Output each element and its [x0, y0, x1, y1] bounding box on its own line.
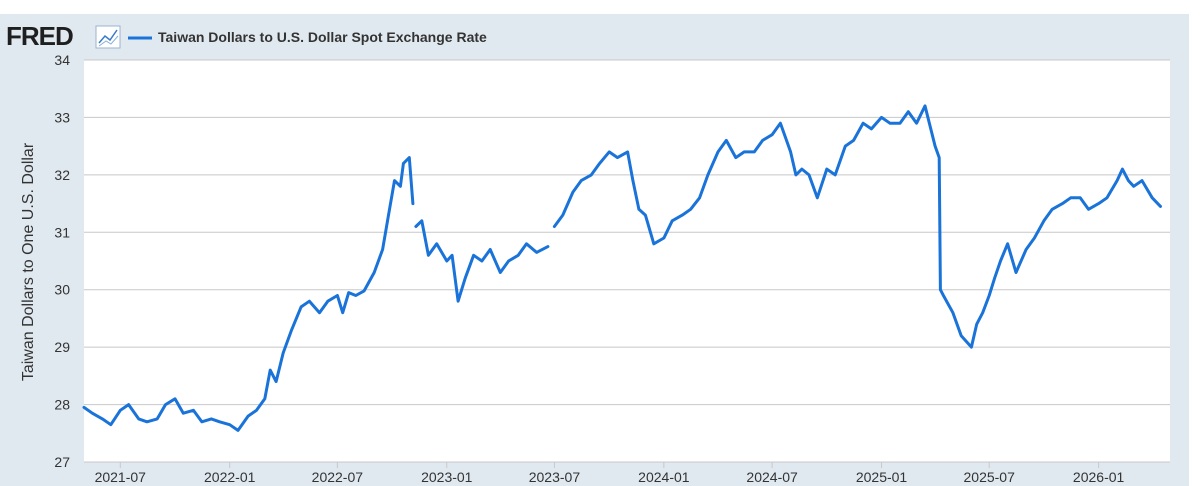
- grid-lines: [84, 59, 1170, 463]
- x-tick-label: 2025-01: [856, 469, 908, 485]
- legend-label: Taiwan Dollars to U.S. Dollar Spot Excha…: [158, 29, 487, 45]
- x-tick-label: 2024-07: [746, 469, 798, 485]
- plot-area: [84, 60, 1170, 462]
- y-tick-label: 30: [54, 282, 70, 298]
- y-tick-label: 31: [54, 224, 70, 240]
- series-line-segment: [82, 156, 415, 432]
- fred-logo-text: FRED: [6, 21, 73, 51]
- series-line-segment: [414, 219, 550, 303]
- x-tick-label: 2023-01: [421, 469, 473, 485]
- y-tick-label: 29: [54, 339, 70, 355]
- x-tick-label: 2024-01: [638, 469, 690, 485]
- x-tick-label: 2026-01: [1073, 469, 1125, 485]
- y-tick-label: 34: [54, 52, 70, 68]
- y-axis-label: Taiwan Dollars to One U.S. Dollar: [20, 142, 37, 381]
- series-line-segment: [552, 104, 1162, 349]
- x-axis-ticks: 2021-07 2022-01 2022-07 2023-01 2023-07 2024-…: [95, 462, 1125, 485]
- x-tick-label: 2021-07: [95, 469, 147, 485]
- x-tick-label: 2023-07: [529, 469, 581, 485]
- x-tick-label: 2022-07: [312, 469, 364, 485]
- x-tick-label: 2025-07: [964, 469, 1016, 485]
- x-tick-label: 2022-01: [204, 469, 256, 485]
- legend[interactable]: Taiwan Dollars to U.S. Dollar Spot Excha…: [128, 29, 487, 45]
- fred-logo[interactable]: FRED: [6, 21, 121, 51]
- series-layer: [82, 104, 1162, 432]
- trend-chart-icon: [95, 25, 121, 49]
- y-tick-label: 27: [54, 454, 70, 470]
- y-tick-label: 28: [54, 397, 70, 413]
- y-tick-label: 32: [54, 167, 70, 183]
- y-tick-label: 33: [54, 109, 70, 125]
- y-axis-ticks: 27 28 29 30 31 32 33 34: [54, 52, 70, 470]
